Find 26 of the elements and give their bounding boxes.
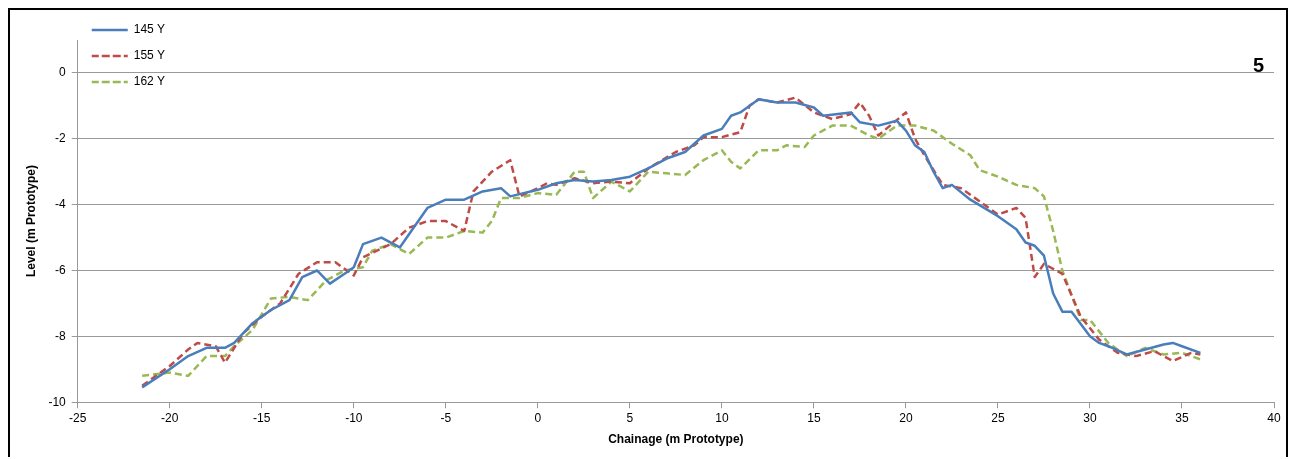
- x-tick-label: 20: [899, 410, 913, 425]
- y-tick-label: 0: [59, 65, 67, 80]
- x-tick-label: 35: [1175, 410, 1189, 425]
- y-tick-label: -8: [55, 328, 67, 343]
- x-tick-label: 10: [715, 410, 729, 425]
- y-axis-title: Level (m Prototype): [23, 165, 38, 278]
- x-tick-label: 15: [807, 410, 821, 425]
- x-tick-label: -5: [440, 410, 452, 425]
- y-tick-label: -2: [55, 131, 67, 146]
- x-tick-label: 25: [991, 410, 1005, 425]
- y-tick-label: -10: [48, 394, 67, 409]
- legend-label: 155 Y: [133, 48, 165, 63]
- y-tick-label: -6: [55, 262, 67, 277]
- legend-label: 162 Y: [133, 74, 165, 89]
- legend-label: 145 Y: [133, 22, 165, 37]
- annotation: 5: [1252, 54, 1264, 77]
- x-tick-label: -10: [345, 410, 363, 425]
- x-tick-label: -15: [253, 410, 271, 425]
- x-tick-label: -20: [161, 410, 179, 425]
- y-tick-label: -4: [55, 196, 67, 211]
- x-tick-label: 40: [1267, 410, 1281, 425]
- x-tick-label: -25: [69, 410, 87, 425]
- x-tick-label: 30: [1083, 410, 1097, 425]
- x-tick-label: 0: [534, 410, 542, 425]
- x-axis-title: Chainage (m Prototype): [608, 432, 744, 447]
- x-tick-label: 5: [626, 410, 634, 425]
